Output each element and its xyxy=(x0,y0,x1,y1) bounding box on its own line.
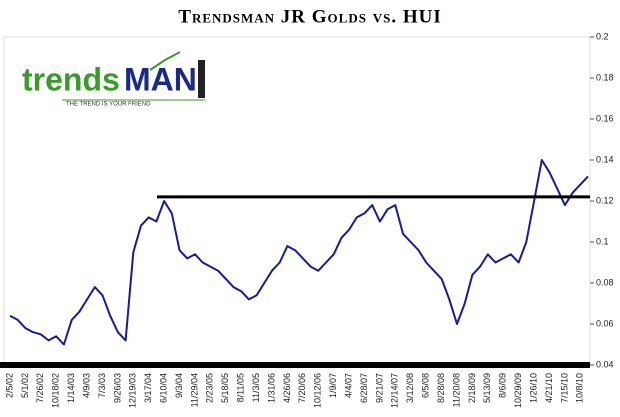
x-tick-label: 6/28/07 xyxy=(359,373,369,403)
x-axis-bar xyxy=(0,362,590,368)
x-tick-label: 9/3/04 xyxy=(174,373,184,398)
x-tick-label: 5/13/09 xyxy=(482,373,492,403)
x-tick-label: 10/12/06 xyxy=(313,373,323,408)
series-line xyxy=(9,159,589,346)
x-tick-label: 5/1/02 xyxy=(20,373,30,398)
y-tick-label: 0.14 xyxy=(596,154,614,164)
x-tick-label: 10/18/02 xyxy=(51,373,61,408)
x-tick-label: 4/21/10 xyxy=(544,373,554,403)
x-tick-label: 3/12/08 xyxy=(405,373,415,403)
x-tick-label: 2/5/02 xyxy=(4,373,14,398)
y-tick-label: 0.18 xyxy=(596,72,614,82)
x-tick-label: 11/29/04 xyxy=(189,373,199,407)
x-tick-label: 2/23/05 xyxy=(205,373,215,403)
x-tick-label: 7/15/10 xyxy=(559,373,569,403)
x-tick-label: 6/10/04 xyxy=(159,373,169,403)
logo: trends MAN THE TREND IS YOUR FRIEND xyxy=(22,51,205,108)
y-tick-label: 0.08 xyxy=(596,277,614,287)
chart-title: Trendsman JR Golds vs. HUI xyxy=(178,6,441,27)
y-tick-label: 0.12 xyxy=(596,195,614,205)
x-tick-label: 5/18/05 xyxy=(220,373,230,403)
x-tick-label: 11/20/08 xyxy=(451,373,461,407)
x-tick-label: 8/11/05 xyxy=(236,373,246,402)
logo-arrow xyxy=(149,51,181,71)
x-tick-label: 4/4/07 xyxy=(343,373,353,398)
logo-figure xyxy=(198,60,205,98)
logo-tagline: THE TREND IS YOUR FRIEND xyxy=(66,102,151,108)
x-tick-label: 4/9/03 xyxy=(81,373,91,398)
y-tick-label: 0.06 xyxy=(596,318,614,328)
x-tick-label: 3/17/04 xyxy=(143,373,153,403)
x-tick-label: 1/14/03 xyxy=(66,373,76,403)
x-tick-label: 1/9/07 xyxy=(328,373,338,398)
x-tick-label: 6/5/08 xyxy=(421,373,431,398)
x-tick-label: 10/8/10 xyxy=(575,373,585,403)
x-tick-label: 4/26/06 xyxy=(282,373,292,403)
x-tick-label: 9/21/07 xyxy=(374,373,384,403)
logo-word: MAN xyxy=(124,61,197,97)
x-tick-label: 7/3/03 xyxy=(97,373,107,398)
x-tick-label: 10/29/09 xyxy=(513,373,523,408)
x-tick-label: 7/20/06 xyxy=(297,373,307,403)
x-tick-label: 2/18/09 xyxy=(467,373,477,403)
x-tick-label: 1/26/10 xyxy=(528,373,538,403)
x-tick-label: 12/19/03 xyxy=(128,373,138,408)
x-tick-label: 7/26/02 xyxy=(35,373,45,403)
x-tick-label: 8/6/09 xyxy=(498,373,508,398)
x-tick-label: 11/3/05 xyxy=(251,373,261,402)
x-tick-label: 9/26/03 xyxy=(112,373,122,403)
logo-word: trends xyxy=(22,61,120,97)
y-tick-label: 0.2 xyxy=(596,31,609,41)
y-tick-label: 0.1 xyxy=(596,236,609,246)
x-tick-label: 8/28/08 xyxy=(436,373,446,403)
y-tick-label: 0.04 xyxy=(596,359,614,369)
x-tick-label: 1/31/06 xyxy=(266,373,276,403)
y-tick-label: 0.16 xyxy=(596,113,614,123)
x-tick-label: 12/14/07 xyxy=(390,373,400,408)
